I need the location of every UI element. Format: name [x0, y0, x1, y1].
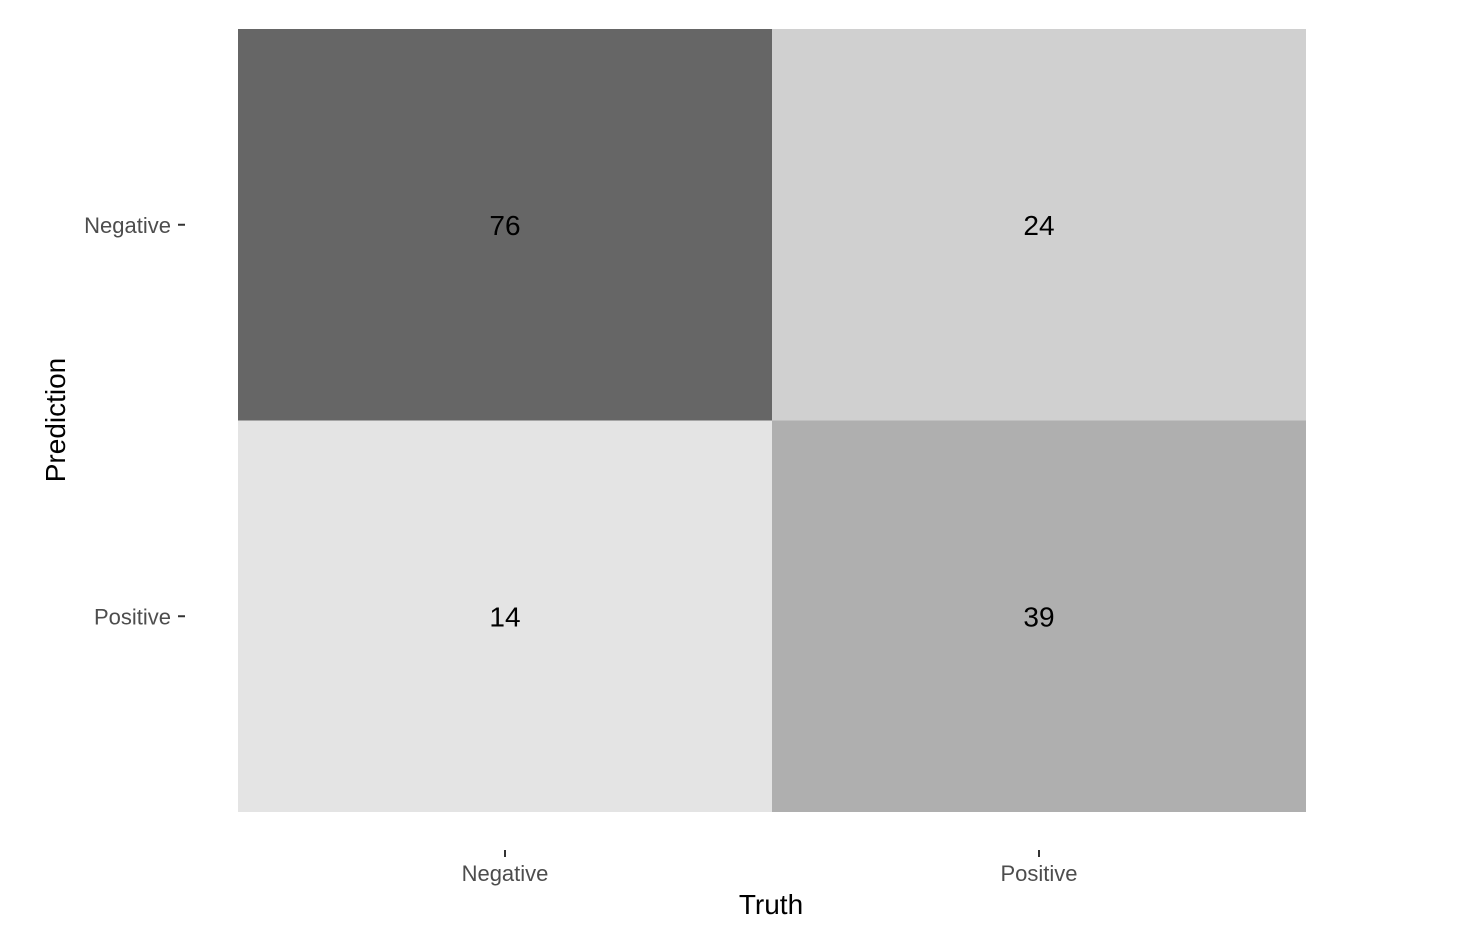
- cell-value-label: 39: [1023, 601, 1054, 632]
- x-tick-label: Positive: [1000, 861, 1077, 886]
- x-axis-title: Truth: [739, 889, 803, 920]
- x-axis: Negative Positive: [462, 850, 1078, 886]
- y-axis: Negative Positive: [84, 213, 185, 629]
- heatmap-cell: [772, 420, 1306, 812]
- x-tick-label: Negative: [462, 861, 549, 886]
- cell-value-label: 76: [489, 210, 520, 241]
- heatmap-cell: [238, 420, 772, 812]
- heatmap-cell: [238, 29, 772, 421]
- y-tick-label: Negative: [84, 213, 171, 238]
- cell-value-label: 14: [489, 601, 520, 632]
- cell-value-label: 24: [1023, 210, 1054, 241]
- heatmap-cells: 76 24 14 39: [238, 29, 1306, 812]
- heatmap-cell: [772, 29, 1306, 421]
- y-axis-title: Prediction: [40, 358, 71, 483]
- y-tick-label: Positive: [94, 604, 171, 629]
